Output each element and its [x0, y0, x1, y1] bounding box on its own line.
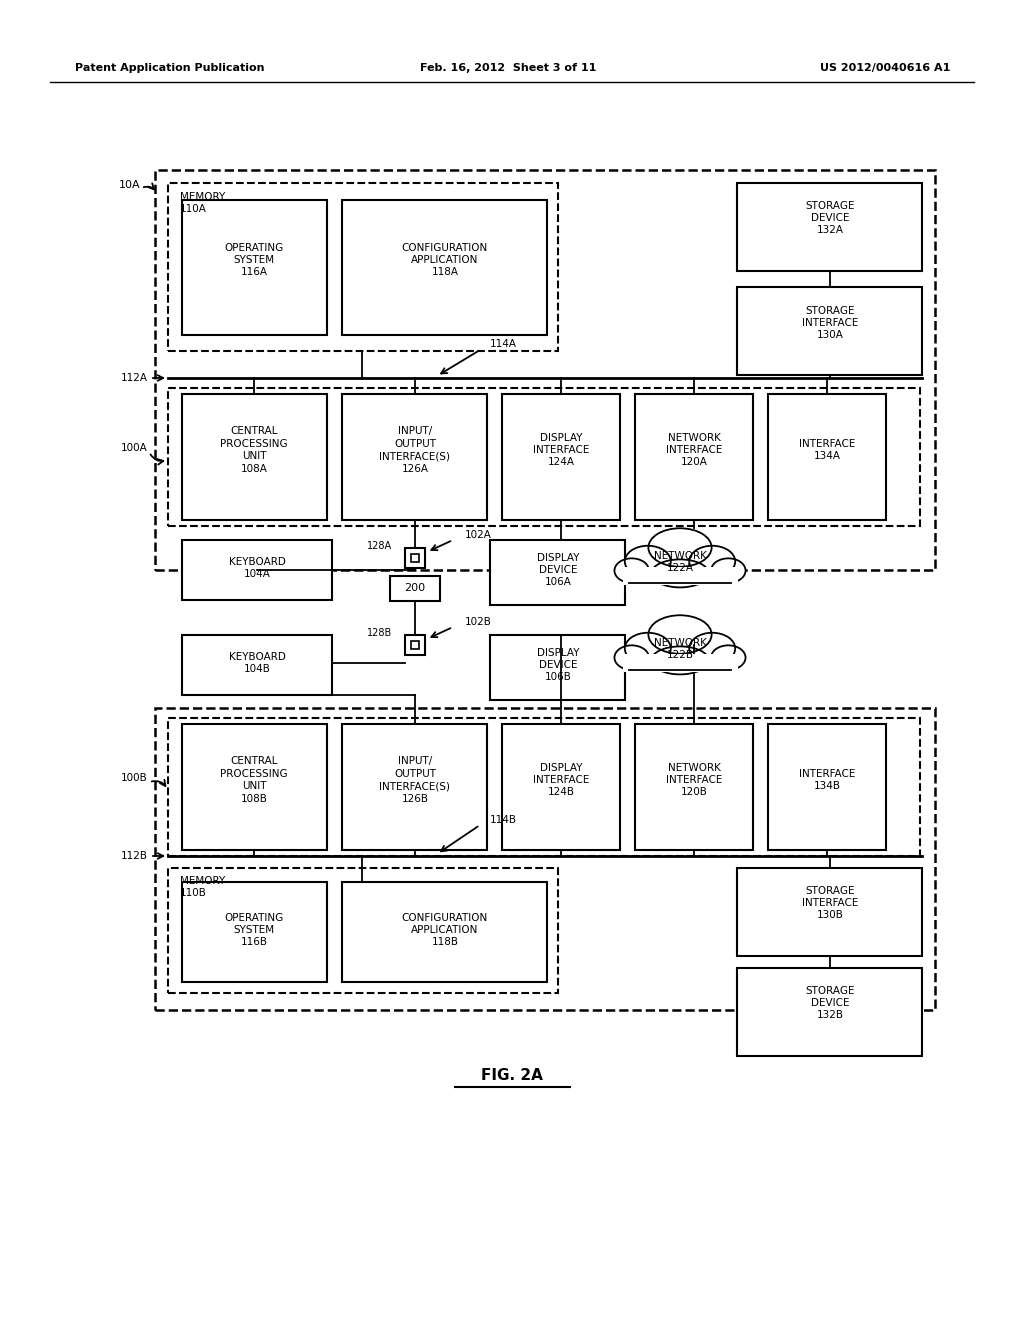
Bar [182, 201, 327, 335]
Text: KEYBOARD
104A: KEYBOARD 104A [228, 557, 286, 579]
Bar [490, 635, 625, 700]
Ellipse shape [614, 558, 649, 583]
Ellipse shape [711, 558, 745, 583]
Bar [182, 393, 327, 520]
Bar [390, 576, 440, 601]
Text: STORAGE
INTERFACE
130B: STORAGE INTERFACE 130B [802, 886, 858, 920]
Bar [182, 540, 332, 601]
Text: 128B: 128B [368, 628, 392, 638]
Bar [635, 393, 753, 520]
Text: 100B: 100B [121, 774, 148, 783]
Bar [168, 388, 920, 525]
Bar [737, 968, 922, 1056]
Ellipse shape [711, 645, 745, 669]
Text: STORAGE
DEVICE
132B: STORAGE DEVICE 132B [805, 986, 855, 1020]
Ellipse shape [648, 528, 712, 566]
Text: DISPLAY
INTERFACE
124A: DISPLAY INTERFACE 124A [532, 433, 589, 467]
Text: 114A: 114A [490, 339, 517, 348]
Text: Patent Application Publication: Patent Application Publication [75, 63, 264, 73]
Text: CONFIGURATION
APPLICATION
118A: CONFIGURATION APPLICATION 118A [401, 243, 488, 277]
Text: CENTRAL
PROCESSING
UNIT
108A: CENTRAL PROCESSING UNIT 108A [220, 426, 288, 474]
Text: CONFIGURATION
APPLICATION
118B: CONFIGURATION APPLICATION 118B [401, 912, 488, 948]
Bar [635, 723, 753, 850]
Text: 100A: 100A [121, 444, 148, 453]
Text: 10A: 10A [119, 180, 140, 190]
Text: INPUT/
OUTPUT
INTERFACE(S)
126A: INPUT/ OUTPUT INTERFACE(S) 126A [380, 426, 451, 474]
Ellipse shape [689, 632, 735, 664]
Bar [406, 635, 425, 655]
Text: 200: 200 [404, 583, 426, 593]
Text: NETWORK
INTERFACE
120B: NETWORK INTERFACE 120B [666, 763, 722, 797]
Text: OPERATING
SYSTEM
116B: OPERATING SYSTEM 116B [224, 912, 284, 948]
Text: KEYBOARD
104B: KEYBOARD 104B [228, 652, 286, 675]
Text: 102A: 102A [465, 531, 492, 540]
Bar [168, 869, 558, 993]
Ellipse shape [689, 545, 735, 577]
Text: STORAGE
INTERFACE
130A: STORAGE INTERFACE 130A [802, 306, 858, 341]
Bar [342, 393, 487, 520]
Text: NETWORK
INTERFACE
120A: NETWORK INTERFACE 120A [666, 433, 722, 467]
Bar [168, 718, 920, 855]
Text: CENTRAL
PROCESSING
UNIT
108B: CENTRAL PROCESSING UNIT 108B [220, 756, 288, 804]
Bar [342, 723, 487, 850]
Text: INTERFACE
134A: INTERFACE 134A [799, 438, 855, 461]
Text: 112B: 112B [121, 851, 148, 861]
Bar [737, 869, 922, 956]
Bar [737, 286, 922, 375]
Text: MEMORY: MEMORY [180, 191, 225, 202]
Text: DISPLAY
INTERFACE
124B: DISPLAY INTERFACE 124B [532, 763, 589, 797]
Text: DISPLAY
DEVICE
106B: DISPLAY DEVICE 106B [537, 648, 580, 682]
Text: 110B: 110B [180, 888, 207, 898]
Text: MEMORY: MEMORY [180, 876, 225, 886]
Bar [182, 882, 327, 982]
Bar [737, 183, 922, 271]
Bar [182, 723, 327, 850]
Text: NETWORK
122A: NETWORK 122A [653, 550, 707, 573]
Text: OPERATING
SYSTEM
116A: OPERATING SYSTEM 116A [224, 243, 284, 277]
Bar [623, 568, 737, 585]
Text: 110A: 110A [180, 205, 207, 214]
Text: 114B: 114B [490, 814, 517, 825]
Ellipse shape [625, 545, 671, 577]
Text: INTERFACE
134B: INTERFACE 134B [799, 768, 855, 791]
Bar [502, 393, 620, 520]
Text: DISPLAY
DEVICE
106A: DISPLAY DEVICE 106A [537, 553, 580, 587]
Bar [342, 201, 547, 335]
Bar [155, 708, 935, 1010]
Text: 102B: 102B [465, 616, 492, 627]
Bar [502, 723, 620, 850]
Text: NETWORK
122B: NETWORK 122B [653, 638, 707, 660]
Bar [411, 554, 419, 562]
Text: 112A: 112A [121, 374, 148, 383]
Bar [768, 723, 886, 850]
Ellipse shape [648, 615, 712, 653]
Text: US 2012/0040616 A1: US 2012/0040616 A1 [819, 63, 950, 73]
Text: INPUT/
OUTPUT
INTERFACE(S)
126B: INPUT/ OUTPUT INTERFACE(S) 126B [380, 756, 451, 804]
Ellipse shape [614, 645, 649, 669]
Text: Feb. 16, 2012  Sheet 3 of 11: Feb. 16, 2012 Sheet 3 of 11 [420, 63, 596, 73]
Bar [342, 882, 547, 982]
Bar [623, 653, 737, 672]
Bar [182, 635, 332, 696]
Bar [155, 170, 935, 570]
Ellipse shape [625, 632, 671, 664]
Bar [490, 540, 625, 605]
Text: 128A: 128A [368, 541, 392, 550]
Bar [168, 183, 558, 351]
Text: STORAGE
DEVICE
132A: STORAGE DEVICE 132A [805, 201, 855, 235]
Ellipse shape [651, 647, 709, 675]
Bar [406, 548, 425, 568]
Bar [411, 642, 419, 649]
Bar [768, 393, 886, 520]
Ellipse shape [651, 560, 709, 587]
Text: FIG. 2A: FIG. 2A [481, 1068, 543, 1082]
